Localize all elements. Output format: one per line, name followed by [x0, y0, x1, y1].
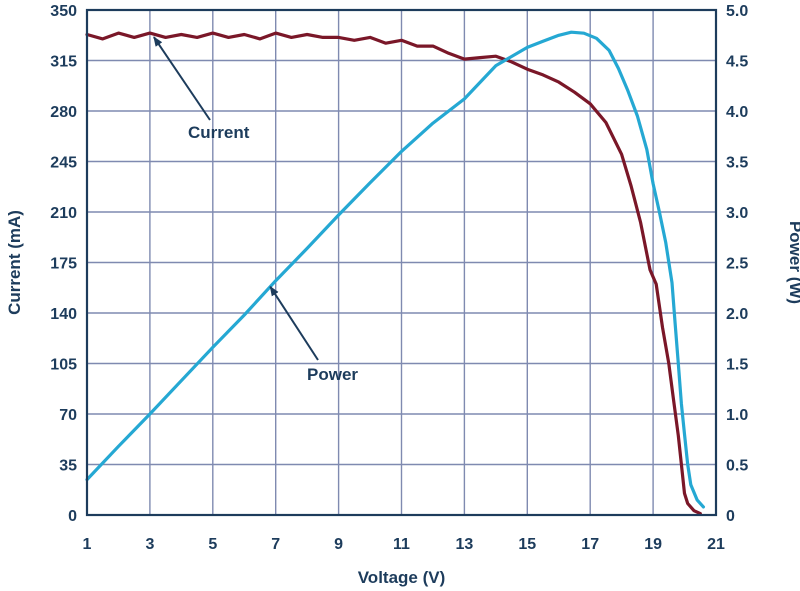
- y-left-axis-title: Current (mA): [5, 210, 24, 315]
- y-right-tick-label: 5.0: [726, 3, 748, 20]
- y-right-tick-label: 4.0: [726, 104, 748, 121]
- x-tick-label: 5: [208, 536, 217, 553]
- x-tick-label: 1: [83, 536, 92, 553]
- y-right-tick-label: 4.5: [726, 54, 748, 71]
- x-tick-label: 7: [271, 536, 280, 553]
- x-tick-label: 13: [456, 536, 474, 553]
- y-left-tick-label: 175: [50, 256, 77, 273]
- y-right-tick-label: 3.5: [726, 155, 748, 172]
- annotation-arrow: [269, 285, 319, 361]
- annotation-arrow: [153, 36, 211, 121]
- x-tick-label: 3: [145, 536, 154, 553]
- y-left-tick-label: 0: [68, 508, 77, 525]
- y-right-axis-title: Power (W): [786, 221, 800, 304]
- annotation-label-current: Current: [188, 123, 250, 142]
- y-right-tick-label: 0: [726, 508, 735, 525]
- series-line-current: [85, 31, 702, 516]
- grid-layer: [87, 10, 716, 515]
- y-right-tick-label: 1.0: [726, 407, 748, 424]
- y-left-tick-label: 210: [50, 205, 77, 222]
- y-right-tick-label: 3.0: [726, 205, 748, 222]
- y-left-tick-label: 140: [50, 306, 77, 323]
- y-right-tick-label: 0.5: [726, 458, 748, 475]
- tick-layer: 1 3 5 7 9 11 13 15 17 19 2103570105140175210245280…: [50, 3, 748, 553]
- x-tick-label: 19: [644, 536, 662, 553]
- annotation-layer: Current Power: [153, 36, 358, 384]
- y-left-tick-label: 315: [50, 54, 77, 71]
- plot-frame: [85, 8, 718, 517]
- x-tick-label: 11: [393, 536, 410, 553]
- y-left-tick-label: 70: [59, 407, 77, 424]
- y-left-tick-label: 280: [50, 104, 77, 121]
- y-left-tick-label: 350: [50, 3, 77, 20]
- y-right-tick-label: 2.0: [726, 306, 748, 323]
- y-left-tick-label: 35: [59, 458, 77, 475]
- y-left-tick-label: 105: [50, 357, 77, 374]
- annotation-label-power: Power: [307, 365, 358, 384]
- x-tick-label: 21: [707, 536, 725, 553]
- y-right-tick-label: 2.5: [726, 256, 748, 273]
- x-tick-label: 17: [581, 536, 599, 553]
- x-tick-label: 9: [334, 536, 343, 553]
- y-left-tick-label: 245: [50, 155, 77, 172]
- series-layer: [85, 30, 706, 516]
- x-tick-label: 15: [518, 536, 536, 553]
- x-axis-title: Voltage (V): [358, 568, 446, 587]
- series-line-power: [85, 30, 706, 509]
- y-right-tick-label: 1.5: [726, 357, 748, 374]
